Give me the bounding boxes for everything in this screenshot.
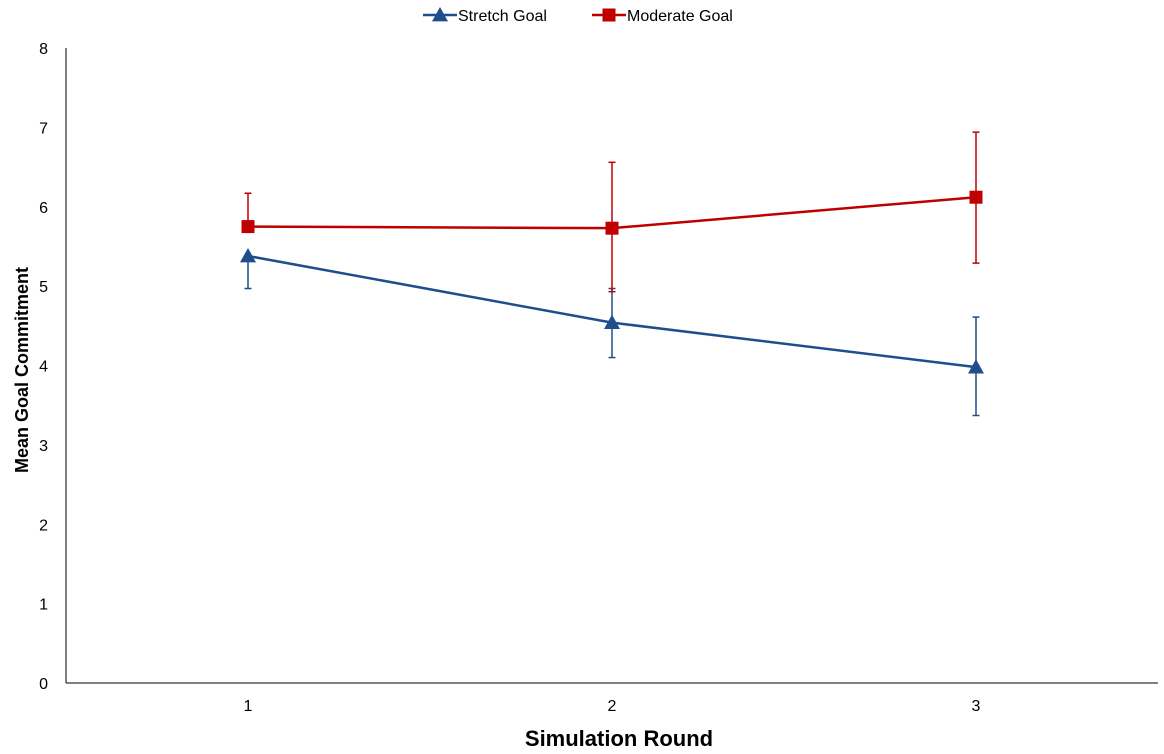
x-tick-label: 2	[608, 698, 617, 715]
y-tick-label: 5	[39, 279, 48, 296]
y-tick-label: 1	[39, 597, 48, 614]
legend: Stretch Goal Moderate Goal	[423, 7, 733, 25]
legend-label: Stretch Goal	[458, 8, 547, 25]
x-tick-label: 3	[972, 698, 981, 715]
data-point	[605, 221, 619, 235]
x-tick-labels: 1 2 3	[244, 698, 981, 715]
data-point	[968, 359, 984, 374]
legend-label: Moderate Goal	[627, 8, 733, 25]
legend-marker	[602, 8, 616, 22]
y-tick-label: 6	[39, 200, 48, 217]
y-tick-label: 2	[39, 517, 48, 534]
y-tick-label: 0	[39, 676, 48, 693]
y-tick-label: 7	[39, 120, 48, 137]
axes	[65, 48, 1158, 684]
y-tick-label: 4	[39, 359, 48, 376]
y-tick-label: 3	[39, 438, 48, 455]
series	[240, 131, 984, 417]
x-tick-label: 1	[244, 698, 253, 715]
y-tick-labels: 0 1 2 3 4 5 6 7 8	[39, 41, 48, 693]
y-axis-title: Mean Goal Commitment	[12, 267, 32, 473]
data-point	[240, 247, 256, 263]
data-point	[969, 190, 983, 204]
x-axis-title: Simulation Round	[525, 726, 713, 751]
data-point	[241, 220, 255, 234]
y-tick-label: 8	[39, 41, 48, 58]
legend-item: Moderate Goal	[592, 8, 733, 25]
legend-marker	[432, 7, 448, 22]
data-point	[604, 314, 620, 330]
series-moderate-goal	[241, 131, 983, 293]
legend-item: Stretch Goal	[423, 7, 547, 25]
series-stretch-goal	[240, 247, 984, 417]
